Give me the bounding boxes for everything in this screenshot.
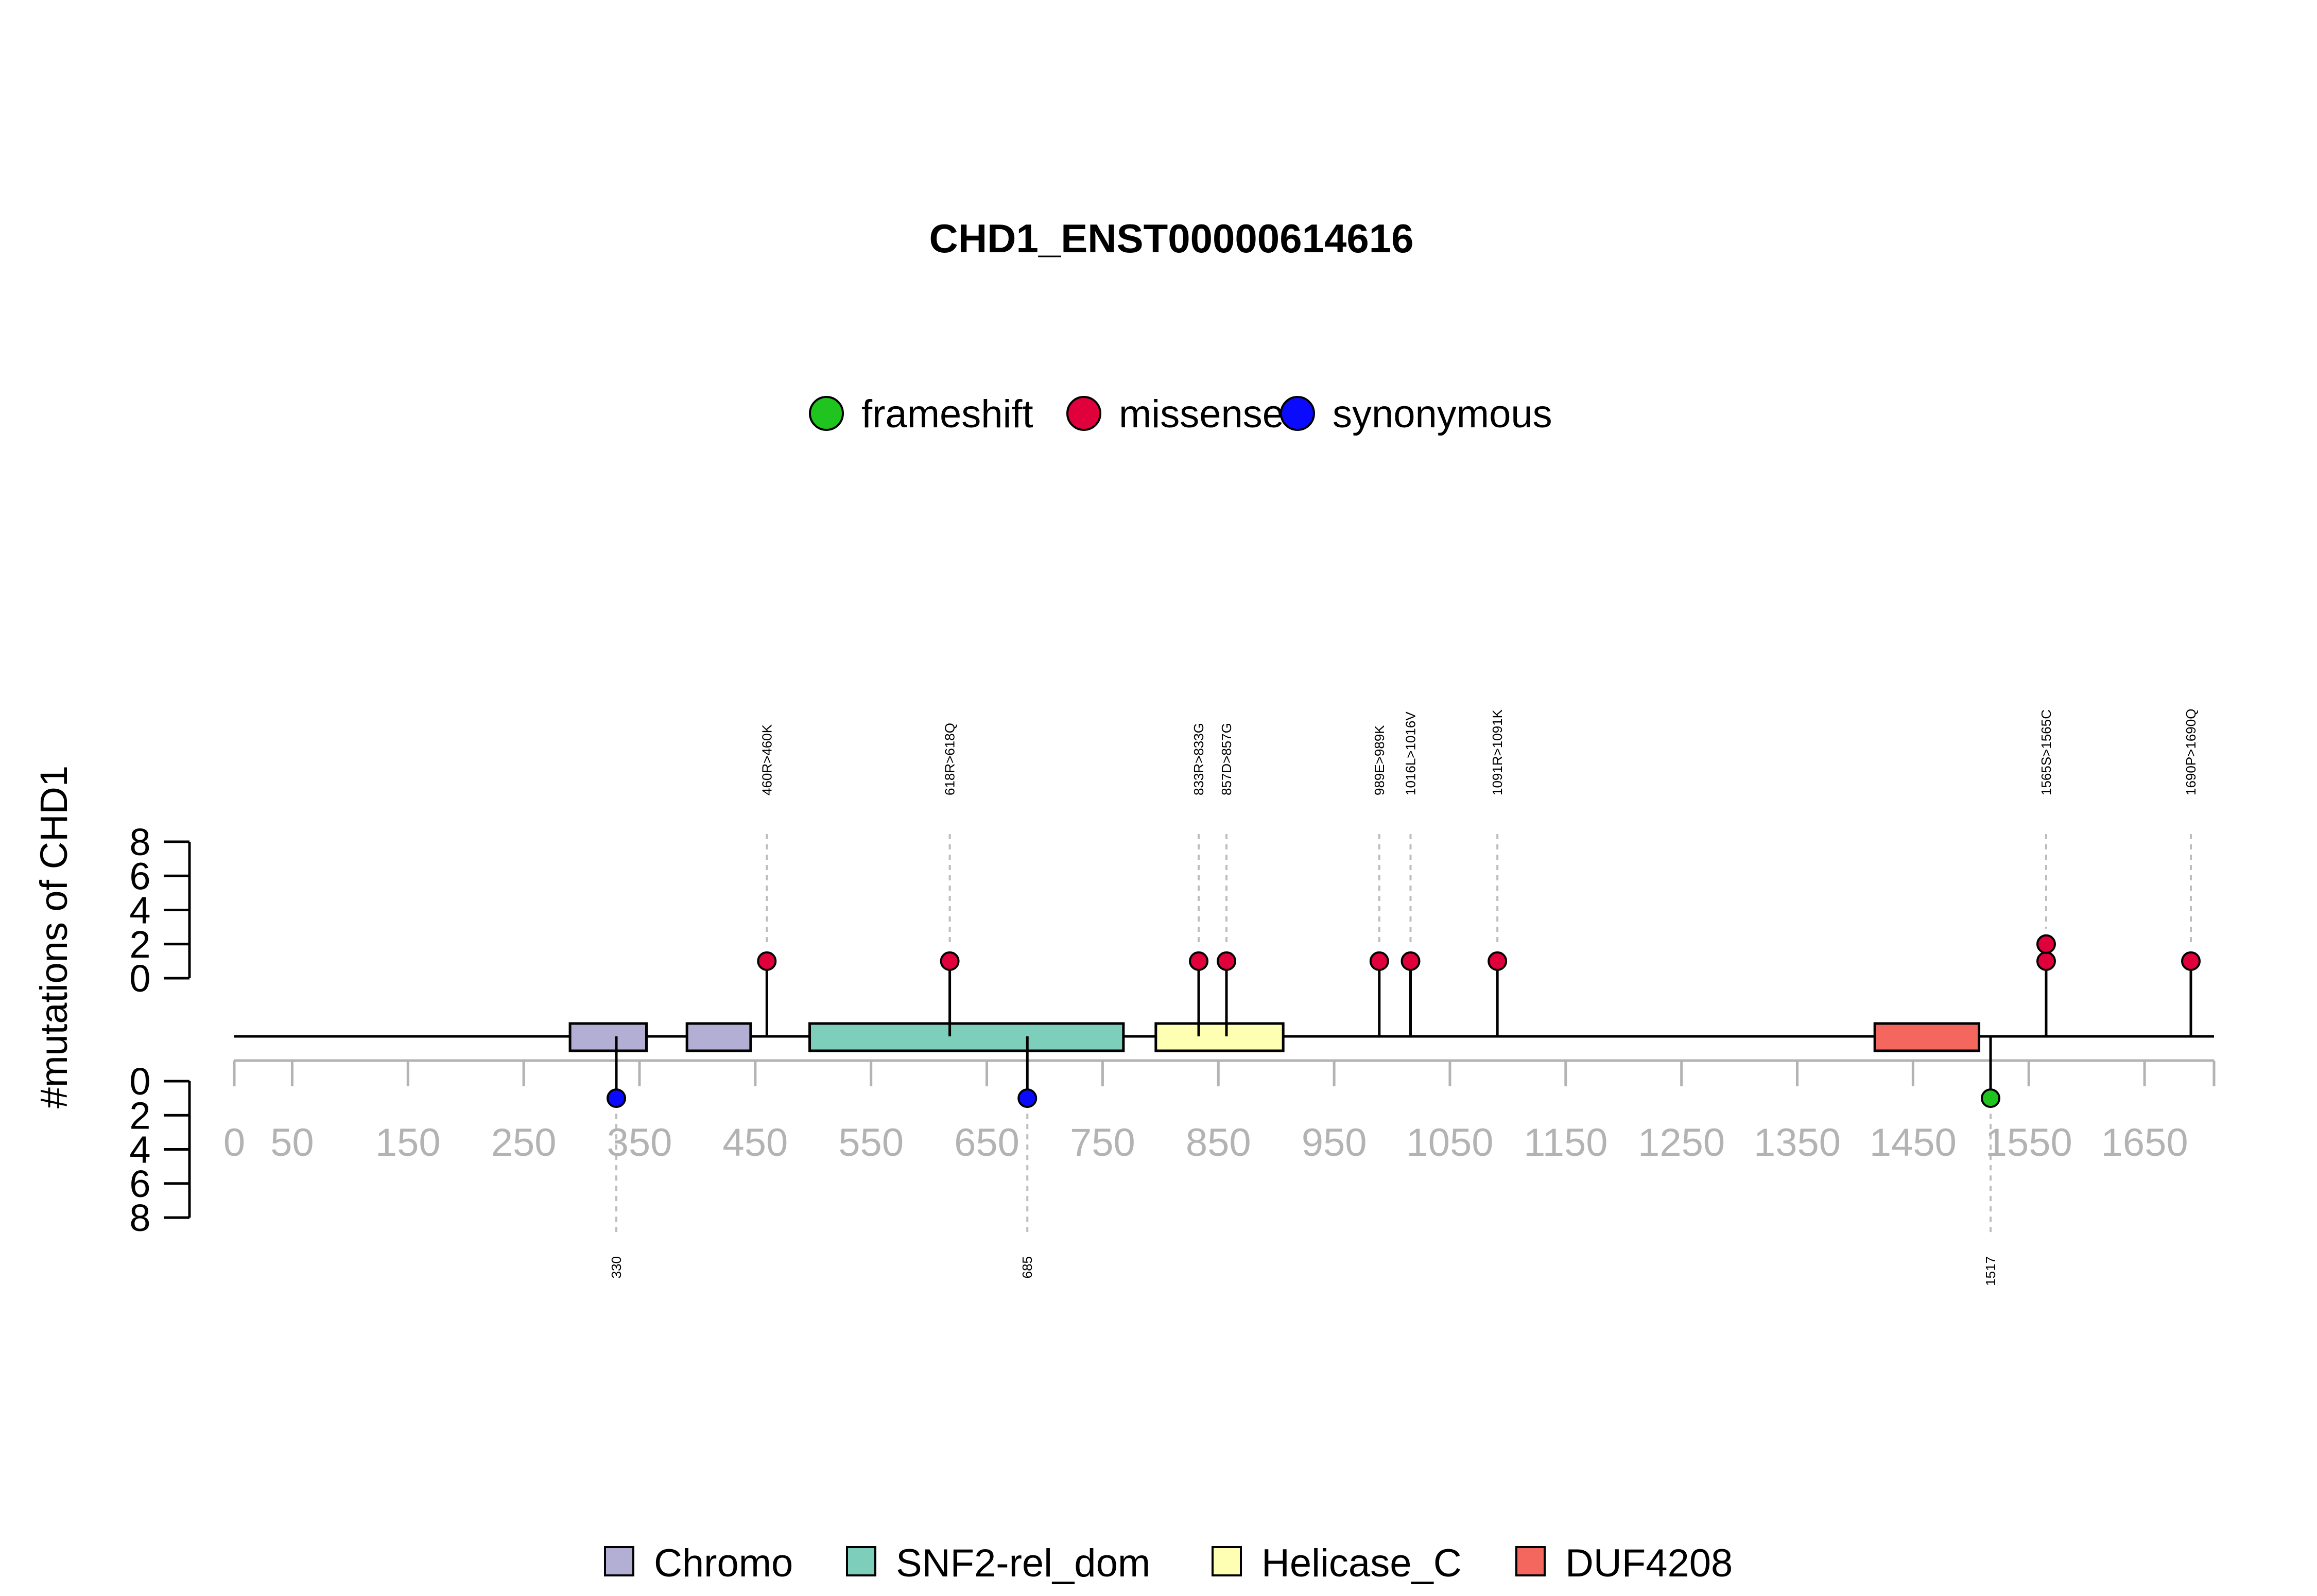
mutation-point-missense [2036,934,2056,954]
x-tick-label: 850 [1186,1121,1251,1165]
mutation-label: 1565S>1565C [2038,709,2054,795]
x-tick-label: 450 [722,1121,788,1165]
lollipop-stems [615,944,2192,1099]
mutation-label: 1016L>1016V [1403,712,1419,795]
y-tick-label-lower: 8 [129,1196,150,1239]
mutation-point-missense [2181,951,2201,971]
legend-swatch-helicase_c [1212,1546,1242,1576]
x-tick-label: 1550 [1985,1121,2072,1165]
domain-boxes [568,1022,1981,1052]
mutation-point-missense [1216,951,1236,971]
mutation-point-missense [1488,951,1508,971]
mutation-point-frameshift [1981,1088,2001,1108]
domain-legend: Chromo SNF2-rel_dom Helicase_C DUF4208 [604,1541,1733,1585]
lollipop-points [607,934,2201,1108]
x-tick-label: 350 [607,1121,672,1165]
y-tick-label-upper: 4 [129,889,150,932]
y-tick-label-upper: 6 [129,855,150,897]
y-axis-label: #mutations of CHD1 [32,766,75,1108]
mutation-label: 833R>833G [1191,723,1206,795]
x-tick-label: 650 [954,1121,1019,1165]
mutation-label: 460R>460K [759,724,774,795]
x-tick-label: 750 [1070,1121,1135,1165]
x-tick-label: 1650 [2101,1121,2188,1165]
mutation-point-missense [1369,951,1389,971]
legend-swatch-snf2-rel_dom [846,1546,876,1576]
x-tick-label: 1150 [1524,1121,1607,1165]
x-tick-label: 550 [838,1121,904,1165]
y-tick-label-upper: 8 [129,821,150,863]
mutation-labels: 460R>460K 618R>618Q 833R>833G 857D>857G 989E… [609,709,2199,1286]
x-axis: 0 50 150 250 350 450 550 650 750 850 950 1050 1150 12… [223,1059,2216,1165]
legend-label-chromo: Chromo [654,1541,793,1585]
mutation-label: 1517 [1983,1256,1998,1286]
mutation-point-missense [1400,951,1421,971]
mutation-point-synonymous [1017,1088,1038,1108]
mutation-label: 618R>618Q [942,723,958,795]
y-tick-label-lower: 2 [129,1094,150,1137]
x-tick-label: 250 [491,1121,557,1165]
mutation-label: 1091R>1091K [1490,709,1505,795]
legend-marker-synonymous [1280,396,1315,431]
y-tick-label-lower: 6 [129,1163,150,1205]
mutation-label: 330 [609,1256,624,1278]
y-tick-label-lower: 0 [129,1060,150,1103]
legend-label-helicase_c: Helicase_C [1261,1541,1462,1585]
legend-swatch-duf4208 [1515,1546,1546,1576]
mutation-point-missense [757,951,777,971]
legend-marker-missense [1066,396,1101,431]
y-tick-label-lower: 4 [129,1129,150,1171]
x-tick-label: 1250 [1638,1121,1725,1165]
mutation-label: 989E>989K [1372,725,1387,795]
legend-swatch-chromo [604,1546,634,1576]
mutation-point-missense [2036,951,2056,971]
domain-duf4208 [1873,1022,1981,1052]
legend-marker-frameshift [809,396,844,431]
legend-label-frameshift: frameshift [861,392,1033,436]
domain-chromo [685,1022,752,1052]
legend-label-synonymous: synonymous [1333,392,1552,436]
mutation-label: 857D>857G [1219,723,1234,795]
mutation-point-missense [940,951,960,971]
legend-label-duf4208: DUF4208 [1565,1541,1733,1585]
y-tick-label-upper: 2 [129,923,150,966]
y-tick-label-upper: 0 [129,957,150,1000]
domain-helicase_c [1154,1022,1285,1052]
mutation-label: 1690P>1690Q [2183,709,2199,795]
mutation-label: 685 [1019,1256,1035,1278]
domain-snf2-rel_dom [808,1022,1125,1052]
x-tick-label: 1050 [1406,1121,1493,1165]
label-guide-lines [615,834,2192,1233]
x-tick-label: 950 [1302,1121,1367,1165]
mutation-point-missense [1189,951,1209,971]
legend-label-missense: missense [1119,392,1284,436]
x-tick-label: 50 [270,1121,314,1165]
domain-chromo [568,1022,648,1052]
x-tick-label: 1350 [1754,1121,1841,1165]
x-tick-label: 150 [375,1121,441,1165]
mutation-point-synonymous [607,1088,627,1108]
x-tick-label: 0 [223,1121,245,1165]
legend-label-snf2-rel_dom: SNF2-rel_dom [896,1541,1150,1585]
chart-title: CHD1_ENST00000614616 [929,216,1414,261]
mutation-type-legend: frameshift missense synonymous [809,392,1552,436]
x-tick-label: 1450 [1870,1121,1957,1165]
